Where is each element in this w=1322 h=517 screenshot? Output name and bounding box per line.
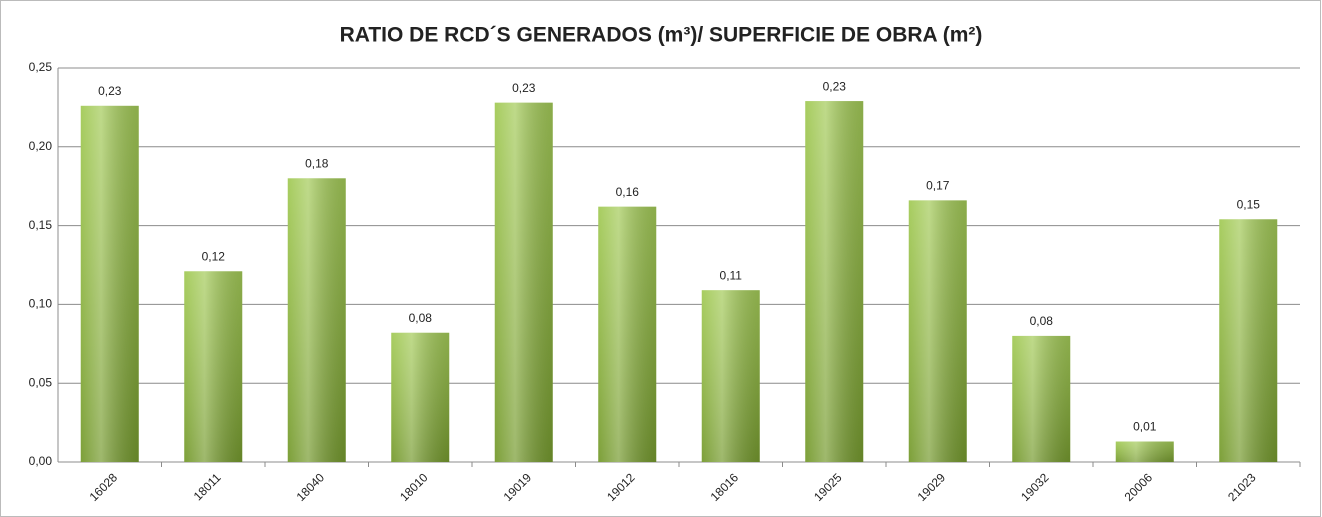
bar-shine xyxy=(701,290,760,462)
bar-shine xyxy=(1115,441,1174,462)
y-tick-label: 0,00 xyxy=(29,454,53,468)
data-label: 0,17 xyxy=(926,179,950,193)
data-label: 0,15 xyxy=(1237,197,1261,211)
data-label: 0,23 xyxy=(98,84,122,98)
data-label: 0,16 xyxy=(616,185,640,199)
bar-shine xyxy=(1012,335,1071,462)
bar-shine xyxy=(1219,219,1278,462)
y-tick-label: 0,25 xyxy=(29,60,53,74)
y-tick-label: 0,20 xyxy=(29,139,53,153)
y-tick-label: 0,05 xyxy=(29,375,53,389)
bar-shine xyxy=(598,206,657,462)
data-label: 0,01 xyxy=(1133,420,1157,434)
bar-shine xyxy=(80,105,139,462)
bar-shine xyxy=(391,332,450,462)
bar-shine xyxy=(805,101,864,462)
y-tick-label: 0,15 xyxy=(29,218,53,232)
data-label: 0,11 xyxy=(720,268,743,282)
data-label: 0,08 xyxy=(1030,314,1054,328)
chart-title: RATIO DE RCD´S GENERADOS (m³)/ SUPERFICI… xyxy=(340,24,983,47)
bar-shine xyxy=(908,200,967,462)
data-label: 0,23 xyxy=(512,81,536,95)
y-tick-label: 0,10 xyxy=(29,297,53,311)
data-label: 0,08 xyxy=(409,311,433,325)
bar-shine xyxy=(287,178,346,462)
bar-shine xyxy=(184,271,243,462)
bar-shine xyxy=(494,102,553,462)
data-label: 0,18 xyxy=(305,156,329,170)
data-label: 0,23 xyxy=(823,79,847,93)
data-label: 0,12 xyxy=(202,249,226,263)
